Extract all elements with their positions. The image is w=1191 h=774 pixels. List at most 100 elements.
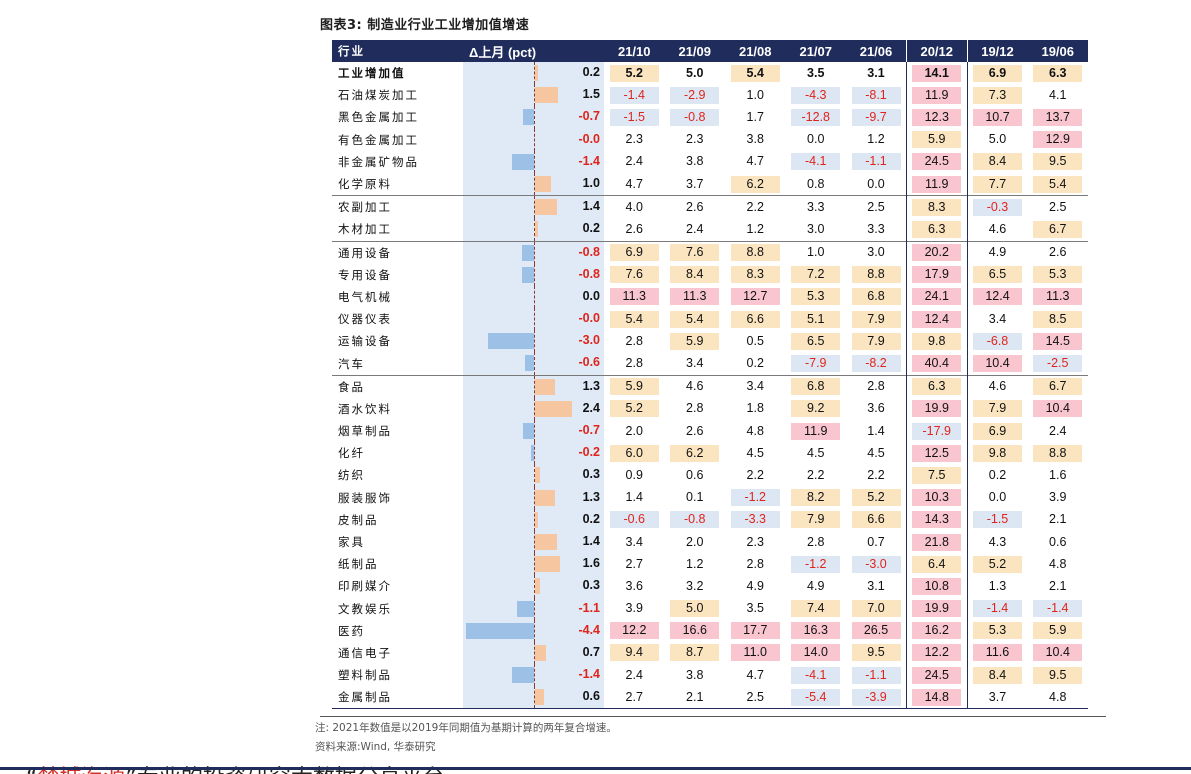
zero-line [534, 308, 535, 331]
value-text: 3.9 [1049, 490, 1067, 505]
value-cell: 5.9 [1028, 620, 1089, 642]
value-text: 2.4 [686, 221, 704, 236]
value-cell: -0.3 [966, 195, 1028, 219]
value-cell: 6.5 [786, 330, 847, 352]
table-row: 金属制品 0.6 2.7 2.1 2.5 -5.4 -3.9 14.8 3.7 4.8 [332, 686, 1088, 710]
value-text: 4.8 [1049, 556, 1067, 571]
value-text: 7.2 [791, 266, 841, 284]
delta-cell: -0.7 [463, 420, 604, 443]
value-text: 11.9 [912, 175, 962, 193]
zero-line [534, 641, 535, 665]
value-cell: 3.0 [786, 218, 847, 241]
delta-value: -1.1 [578, 600, 600, 615]
industry-name: 木材加工 [338, 222, 392, 237]
header-period: 21/08 [725, 40, 786, 62]
table-row: 皮制品 0.2 -0.6 -0.8 -3.3 7.9 6.6 14.3 -1.5 2.1 [332, 508, 1088, 531]
delta-value: 1.4 [582, 533, 600, 548]
value-text: -1.5 [609, 108, 659, 126]
value-text: 6.9 [973, 422, 1022, 440]
industry-name: 服装服饰 [338, 490, 392, 505]
value-text: 17.9 [912, 266, 962, 284]
value-cell: 7.0 [846, 598, 907, 620]
industry-name: 文教娱乐 [338, 601, 392, 616]
value-cell: 2.8 [604, 352, 665, 375]
zero-line [534, 619, 535, 642]
industry-name: 汽车 [338, 356, 365, 371]
value-cell: -3.9 [846, 686, 907, 710]
value-cell: 2.5 [846, 195, 907, 219]
value-text: 3.4 [686, 356, 704, 371]
delta-value: 1.6 [582, 556, 600, 571]
value-text: 9.4 [609, 644, 659, 662]
industry-name: 食品 [332, 374, 463, 398]
value-cell: 0.0 [966, 486, 1028, 509]
delta-value: 0.2 [582, 65, 600, 79]
value-cell: 8.4 [966, 664, 1028, 687]
value-cell: 3.6 [604, 575, 665, 597]
value-text: 7.9 [791, 511, 841, 529]
value-text: 2.2 [746, 467, 764, 482]
value-text: 1.6 [1049, 467, 1067, 482]
value-text: 2.2 [867, 467, 885, 482]
value-text: -17.9 [912, 422, 962, 440]
value-cell: 8.4 [966, 150, 1028, 173]
value-text: 3.0 [867, 245, 885, 260]
value-text: 14.0 [791, 644, 841, 662]
delta-value: -0.7 [578, 423, 600, 437]
value-cell: 3.5 [725, 598, 786, 620]
value-cell: 4.5 [786, 442, 847, 464]
value-cell: 4.7 [725, 664, 786, 686]
value-cell: 2.2 [786, 464, 847, 486]
value-text: 8.8 [1033, 444, 1083, 462]
value-text: 0.8 [807, 176, 825, 191]
value-text: 3.8 [746, 132, 764, 147]
zero-line [534, 420, 535, 443]
value-cell: 11.6 [966, 641, 1028, 665]
delta-value: -0.0 [578, 131, 600, 146]
value-cell: 8.3 [725, 264, 786, 286]
value-text: 19.9 [912, 400, 962, 418]
value-cell: 11.3 [665, 286, 726, 308]
value-cell: 0.0 [846, 173, 907, 196]
delta-value: -4.4 [578, 622, 600, 637]
zero-line [534, 486, 535, 509]
value-cell: 6.6 [725, 308, 786, 330]
table-row: 农副加工 1.4 4.0 2.6 2.2 3.3 2.5 8.3 -0.3 2.5 [332, 195, 1088, 219]
value-cell: 12.4 [906, 308, 967, 331]
delta-cell: 1.3 [463, 486, 604, 509]
value-cell: 4.7 [725, 151, 786, 173]
value-text: -0.6 [609, 511, 659, 529]
value-cell: 6.9 [966, 420, 1028, 443]
value-text: 4.5 [746, 445, 764, 460]
value-cell: 8.8 [725, 240, 786, 264]
table-row: 酒水饮料 2.4 5.2 2.8 1.8 9.2 3.6 19.9 7.9 10.4 [332, 397, 1088, 420]
value-text: 3.3 [807, 199, 825, 214]
header-period: 21/06 [846, 40, 907, 62]
value-text: 7.9 [851, 332, 901, 350]
value-cell: 0.0 [786, 129, 847, 151]
value-cell: 4.7 [604, 173, 665, 196]
value-cell: 11.0 [725, 642, 786, 664]
value-text: 1.0 [807, 245, 825, 260]
value-cell: -1.1 [846, 664, 907, 686]
table-row: 仪器仪表 -0.0 5.4 5.4 6.6 5.1 7.9 12.4 3.4 8.5 [332, 308, 1088, 331]
value-text: 8.8 [730, 244, 780, 262]
header-period: 19/12 [966, 40, 1028, 62]
industry-name: 仪器仪表 [338, 312, 392, 327]
table-row: 木材加工 0.2 2.6 2.4 1.2 3.0 3.3 6.3 4.6 6.7 [332, 218, 1088, 241]
value-text: 6.8 [851, 288, 901, 306]
value-cell: 12.3 [906, 106, 967, 129]
value-text: 3.6 [625, 578, 643, 593]
value-cell: 12.4 [966, 285, 1028, 309]
value-text: 2.8 [625, 333, 643, 348]
value-cell: -1.2 [725, 487, 786, 509]
value-cell: 3.0 [846, 240, 907, 264]
value-cell: 6.3 [906, 374, 967, 398]
data-table: 行业 Δ上月 (pct) 21/10 21/09 21/08 21/07 21/… [332, 40, 1089, 710]
value-text: 6.7 [1033, 378, 1083, 396]
value-cell: 2.5 [725, 686, 786, 710]
value-text: 1.8 [746, 401, 764, 416]
value-text: 7.6 [670, 244, 720, 262]
value-text: -8.2 [851, 355, 901, 373]
value-cell: 9.2 [786, 398, 847, 420]
